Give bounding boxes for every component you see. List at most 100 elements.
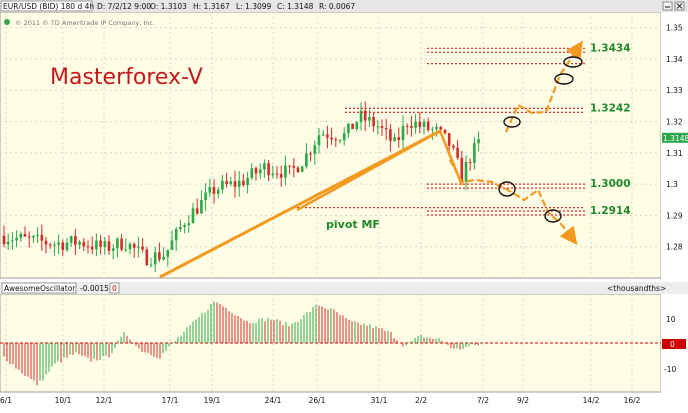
candle-body (95, 240, 98, 250)
candle-body (216, 189, 220, 194)
minimize-icon[interactable] (662, 1, 673, 11)
candle-body (468, 162, 472, 164)
price-tick-label: 1.35 (666, 24, 683, 33)
candle-body (321, 134, 325, 136)
candle-body (368, 117, 371, 121)
candle-body (267, 163, 270, 176)
candle-body (439, 126, 443, 130)
candle-body (254, 168, 258, 174)
candle-body (237, 180, 241, 187)
date-tick-label: 9/2 (517, 396, 529, 405)
candle-body (149, 264, 153, 266)
candle-body (61, 242, 65, 250)
candle-body (334, 139, 338, 141)
candle-body (6, 241, 10, 245)
candle-body (351, 123, 354, 130)
candle-body (317, 135, 321, 146)
date-tick-label: 2/2 (415, 396, 427, 405)
candle-body (158, 252, 161, 260)
candle-body (225, 180, 228, 185)
price-tick-label: 1.3 (666, 180, 678, 189)
date-tick-label: 16/2 (624, 396, 641, 405)
price-panel (0, 11, 662, 279)
candle-body (460, 157, 464, 182)
oscillator-name[interactable]: AwesomeOscillator (4, 284, 76, 293)
candle-body (258, 169, 262, 174)
candle-body (473, 143, 476, 164)
candle-body (170, 240, 174, 250)
candle-body (246, 177, 249, 186)
candle-body (120, 238, 123, 250)
candle-body (69, 236, 73, 243)
date-tick-label: 6/1 (0, 396, 12, 405)
level-label: 1.2914 (590, 205, 631, 217)
candle-body (431, 129, 434, 131)
candle-body (300, 166, 304, 173)
level-label: 1.3000 (590, 178, 631, 190)
candle-body (456, 147, 459, 158)
candle-body (166, 249, 170, 257)
candle-body (363, 110, 367, 121)
price-axis (661, 12, 688, 278)
oscillator-zero-badge-label: 0 (670, 340, 675, 349)
candle-body (359, 110, 363, 123)
candle-body (78, 241, 81, 245)
price-tick-label: 1.28 (666, 243, 683, 252)
candle-body (263, 163, 266, 170)
candle-body (82, 241, 86, 247)
date-tick-label: 31/1 (371, 396, 388, 405)
date-tick-label: 7/2 (477, 396, 489, 405)
candle-body (27, 236, 31, 238)
oscillator-header (0, 282, 688, 294)
level-label: 1.3242 (590, 102, 631, 114)
candle-body (191, 208, 195, 224)
candle-body (40, 234, 44, 241)
target-marker (563, 56, 583, 68)
candle-body (296, 167, 300, 173)
candle-body (128, 243, 132, 250)
candle-body (401, 125, 405, 141)
candle-body (32, 236, 35, 238)
pivot-label: pivot MF (326, 218, 380, 231)
candle-body (338, 140, 342, 142)
candle-body (292, 165, 296, 168)
symbol-label[interactable]: EUR/USD (BID) 180 d 4h (3, 2, 94, 11)
price-tick-label: 1.33 (666, 86, 683, 95)
candle-body (2, 235, 6, 245)
candle-body (19, 234, 23, 238)
copyright-notice: © 2011 © TD Ameritrade IP Company, Inc. (15, 19, 155, 27)
price-tick-label: 1.31 (666, 149, 683, 158)
candle-body (116, 238, 119, 249)
trend-annotations (159, 40, 583, 279)
candle-body (452, 145, 455, 148)
candle-body (208, 187, 212, 193)
uptrend-line (159, 129, 441, 279)
status-dot (4, 19, 10, 25)
candle-body (36, 234, 39, 237)
date-value: D: 7/2/12 9:00 (97, 2, 151, 11)
candle-body (65, 242, 69, 250)
candle-body (137, 246, 140, 248)
candle-body (397, 137, 401, 141)
date-tick-label: 17/1 (162, 396, 179, 405)
low-value: L: 1.3099 (236, 2, 272, 11)
candle-body (426, 121, 430, 131)
candle-body (111, 248, 115, 251)
candle-body (15, 237, 18, 241)
close-icon[interactable] (674, 1, 685, 11)
candle-body (74, 236, 77, 245)
candle-body (313, 145, 317, 154)
candle-body (107, 241, 111, 251)
axis-labels: 1.28 1.29 1.3 1.31 1.32 1.33 1.34 1.35 6/1 10/1 12… (0, 24, 688, 405)
candle-body (305, 153, 308, 167)
candle-body (279, 174, 283, 178)
target-marker (554, 73, 574, 85)
grid (0, 12, 661, 392)
candle-body (183, 225, 186, 228)
oscillator-zero: 0 (112, 284, 117, 293)
target-marker (498, 181, 516, 197)
candle-body (355, 122, 359, 130)
oscillator-units: <thousandths> (607, 284, 666, 293)
